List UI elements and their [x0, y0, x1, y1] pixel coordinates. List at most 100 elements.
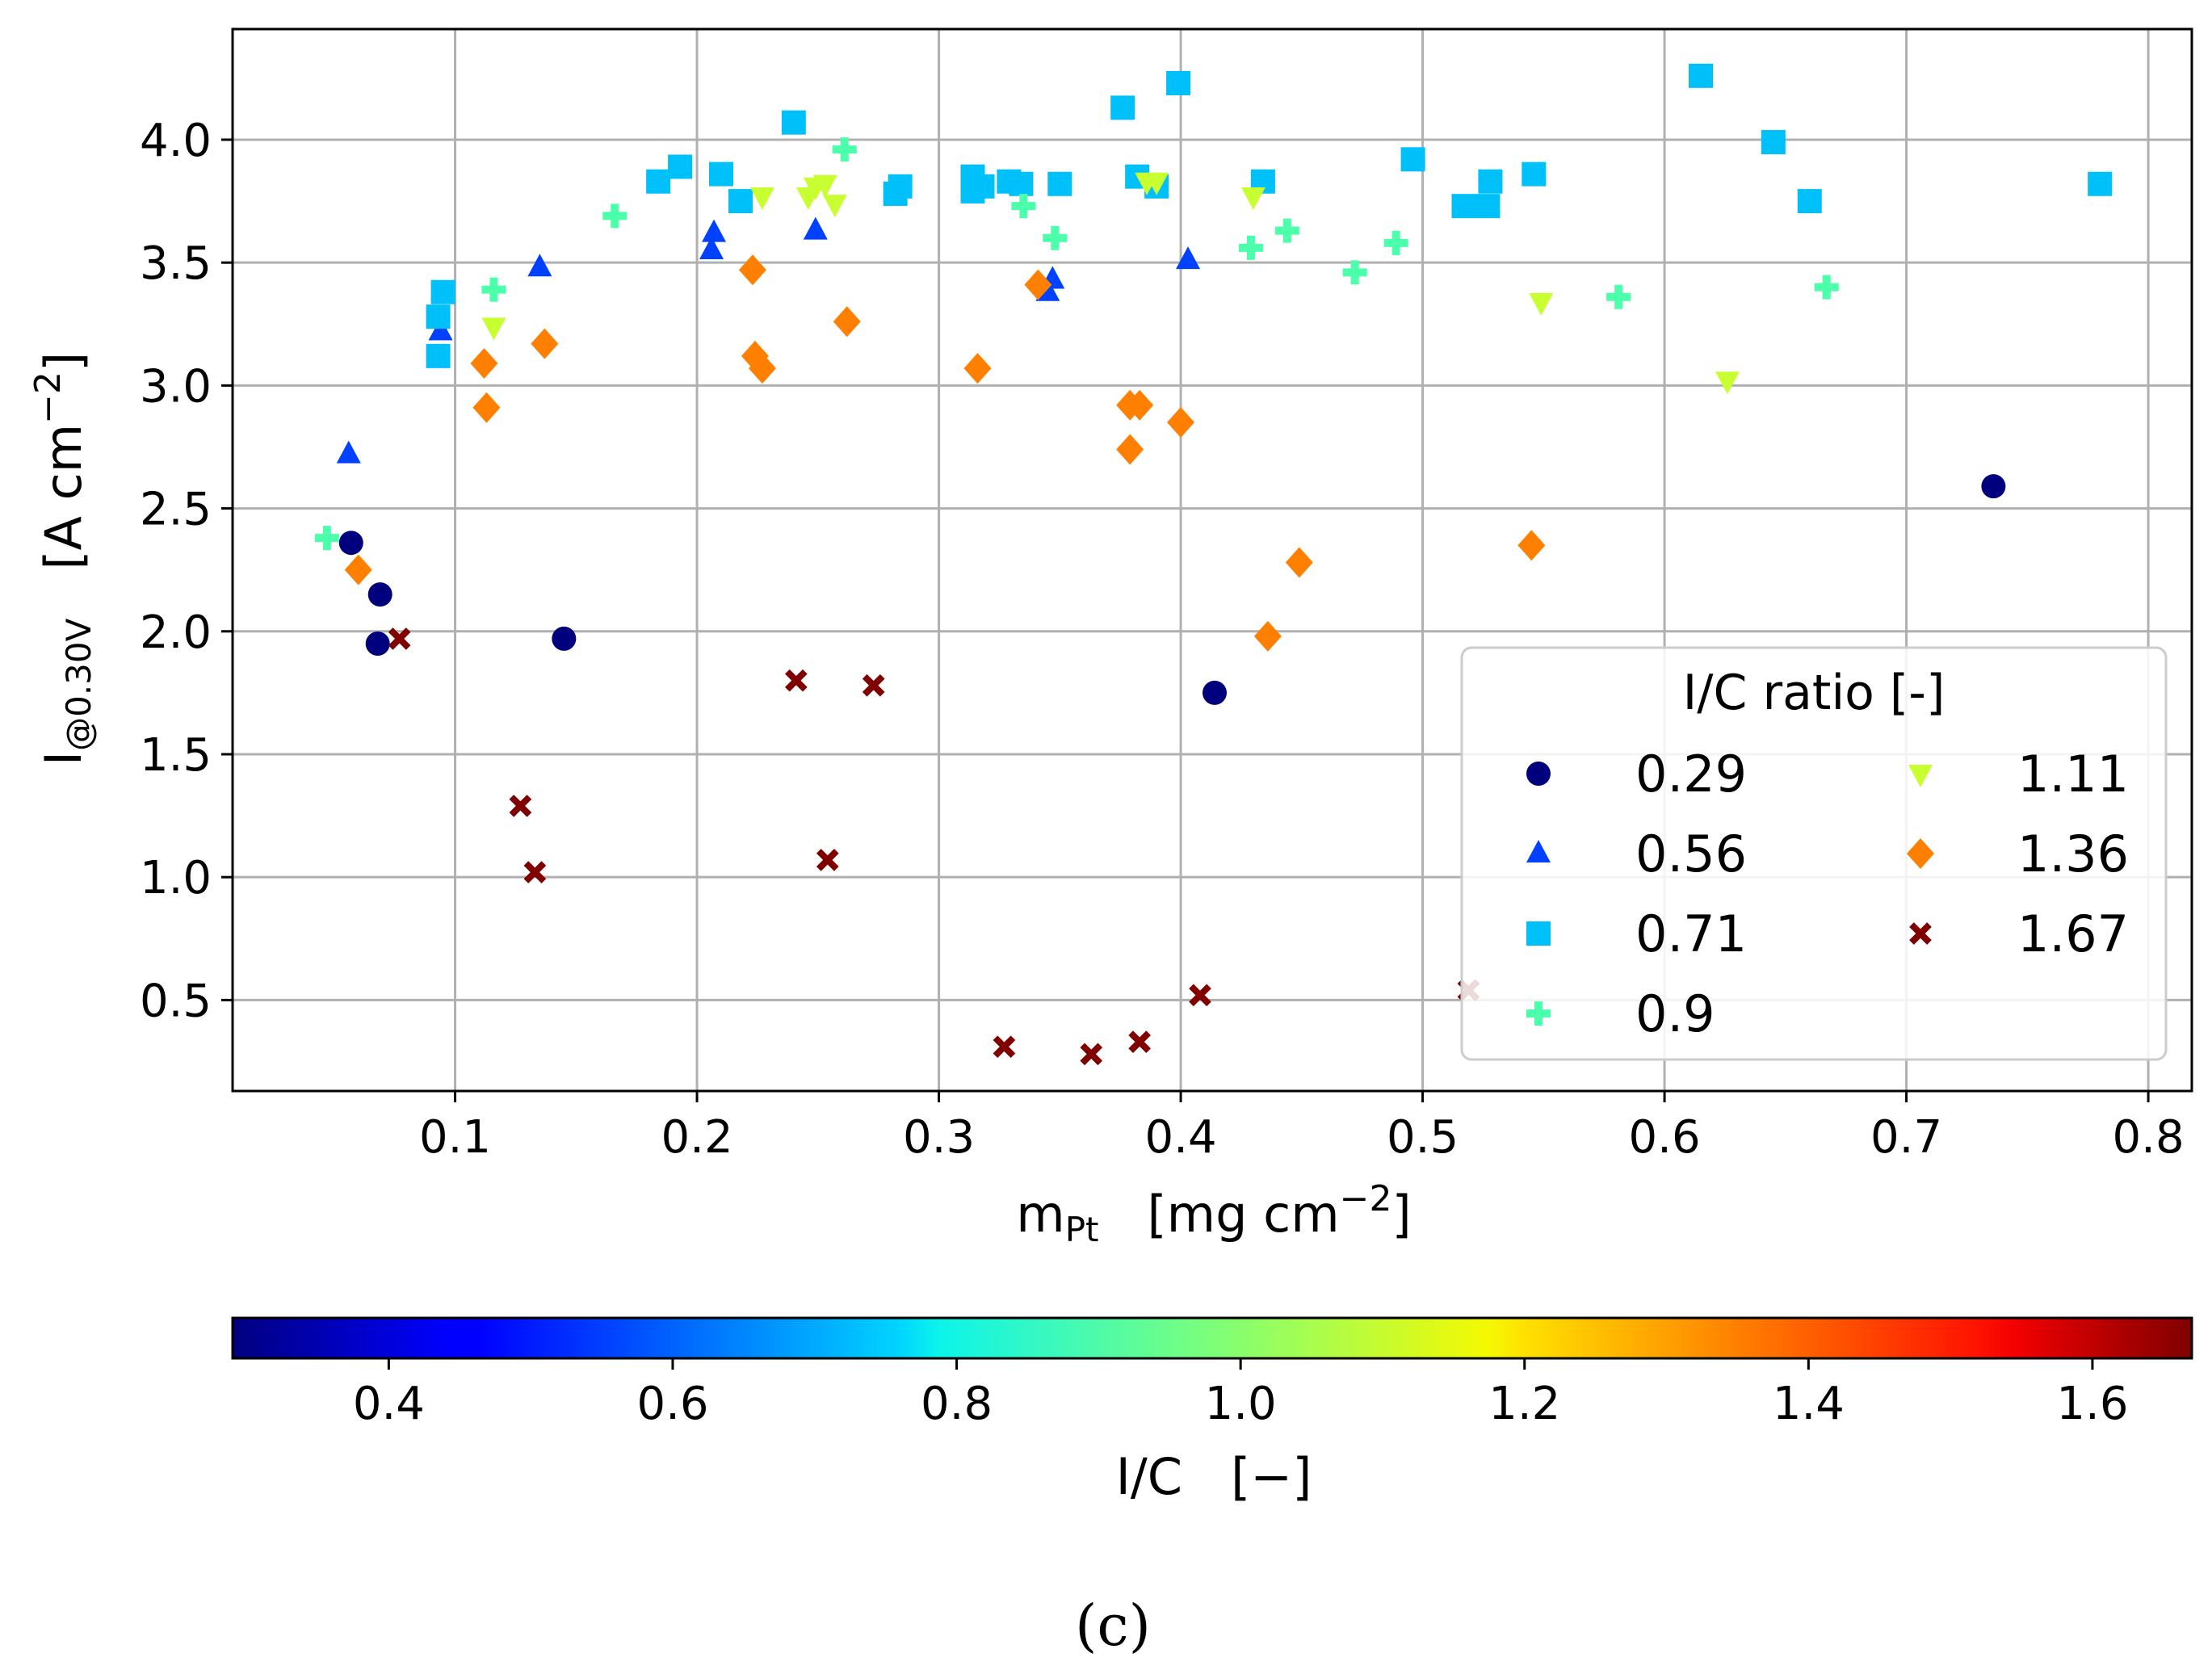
legend-label: 1.11 — [2017, 745, 2129, 804]
data-point — [1517, 530, 1546, 561]
data-point — [338, 531, 363, 556]
legend-label: 1.67 — [2017, 904, 2129, 963]
series-1-11 — [481, 172, 1740, 395]
data-point — [1166, 70, 1191, 95]
data-point — [1080, 1043, 1103, 1066]
data-point — [1981, 474, 2006, 499]
legend-item: 0.71 — [1526, 904, 1747, 963]
data-point — [749, 187, 774, 210]
plot-frame — [231, 27, 2193, 1093]
data-point — [1189, 984, 1211, 1007]
colorbar-tick-label: 1.4 — [1773, 1378, 1845, 1430]
legend-item: 1.36 — [1907, 825, 2129, 883]
data-point — [862, 674, 885, 697]
x-tick-label: 0.2 — [661, 1111, 733, 1164]
colorbar-tick-label: 0.8 — [921, 1378, 993, 1430]
data-point — [1797, 189, 1822, 214]
legend-title: I/C ratio [-] — [1683, 665, 1945, 721]
x-axis-label: mPt [mg cm−2] — [1016, 1178, 1411, 1249]
data-point — [1176, 246, 1201, 270]
data-point — [728, 189, 753, 214]
colorbar-tick-label: 1.2 — [1488, 1378, 1560, 1430]
data-point — [748, 353, 776, 384]
colorbar-tick-label: 1.0 — [1205, 1378, 1277, 1430]
data-point — [1529, 292, 1554, 316]
data-points — [314, 63, 2113, 1066]
legend-marker — [1526, 921, 1551, 946]
data-point — [1606, 284, 1631, 309]
data-point — [646, 169, 671, 194]
series-1-36 — [344, 254, 1546, 652]
series-0-29 — [338, 474, 2006, 705]
data-point — [1043, 225, 1068, 250]
data-point — [812, 174, 837, 198]
data-point — [1383, 230, 1408, 255]
data-point — [993, 1035, 1016, 1059]
data-point — [1253, 620, 1282, 652]
data-point — [781, 110, 806, 135]
data-point — [2088, 171, 2113, 196]
data-point — [1451, 194, 1476, 219]
data-point — [702, 219, 727, 242]
legend-label: 1.36 — [2017, 825, 2129, 883]
legend-item: 1.11 — [1908, 745, 2129, 804]
y-tick-label: 0.5 — [140, 975, 212, 1027]
data-point — [314, 526, 339, 551]
data-point — [481, 277, 506, 302]
data-point — [1128, 1030, 1151, 1053]
data-point — [816, 849, 839, 871]
x-tick-label: 0.1 — [419, 1111, 491, 1164]
x-tick-label: 0.8 — [2113, 1111, 2185, 1164]
data-point — [472, 392, 501, 423]
data-point — [1400, 147, 1425, 172]
legend-box — [1460, 646, 2168, 1061]
data-point — [509, 795, 532, 817]
data-point — [833, 306, 861, 338]
legend-marker — [1526, 1001, 1551, 1026]
figure-caption: (c) — [1075, 1593, 1151, 1659]
data-point — [832, 137, 857, 162]
data-point — [1238, 235, 1263, 260]
data-point — [602, 204, 628, 229]
data-point — [470, 347, 498, 379]
data-point — [1047, 171, 1072, 196]
x-tick-label: 0.5 — [1387, 1111, 1459, 1164]
data-point — [523, 861, 547, 883]
data-point — [1761, 130, 1786, 155]
legend-marker — [1907, 838, 1934, 869]
data-point — [1110, 95, 1135, 120]
series-0-9 — [314, 137, 1839, 551]
data-point — [481, 317, 506, 341]
legend-item: 0.56 — [1526, 825, 1747, 883]
series-0-71 — [426, 63, 2113, 368]
data-point — [1475, 194, 1501, 219]
legend-label: 0.9 — [1635, 984, 1715, 1043]
colorbar-tick-label: 1.6 — [2056, 1378, 2128, 1430]
data-point — [668, 154, 693, 179]
x-tick-label: 0.6 — [1629, 1111, 1701, 1164]
data-point — [970, 174, 995, 199]
y-tick-label: 2.0 — [140, 606, 212, 659]
data-point — [1144, 172, 1169, 195]
series-1-67 — [388, 627, 1480, 1066]
data-point — [888, 174, 913, 199]
data-point — [344, 554, 372, 585]
x-axis-ticks: 0.1 0.2 0.3 0.4 0.5 0.6 0.7 0.8 — [419, 1091, 2185, 1164]
colorbar-label: I/C [−] — [1116, 1447, 1312, 1506]
x-tick-label: 0.3 — [903, 1111, 975, 1164]
legend-marker — [1526, 762, 1551, 786]
y-tick-label: 4.0 — [140, 115, 212, 167]
y-tick-label: 3.0 — [140, 360, 212, 413]
data-point — [531, 328, 559, 359]
legend-label: 0.56 — [1635, 825, 1747, 883]
data-point — [426, 343, 451, 368]
legend-item: 0.29 — [1526, 745, 1747, 804]
data-point — [1167, 407, 1195, 439]
x-tick-label: 0.7 — [1870, 1111, 1942, 1164]
y-tick-label: 1.0 — [140, 852, 212, 904]
data-point — [1011, 194, 1036, 219]
legend-label: 0.71 — [1635, 904, 1747, 963]
y-tick-label: 1.5 — [140, 729, 212, 782]
y-axis-label: I@0.30V[A cm−2] — [27, 352, 99, 766]
legend-marker — [1908, 765, 1933, 787]
